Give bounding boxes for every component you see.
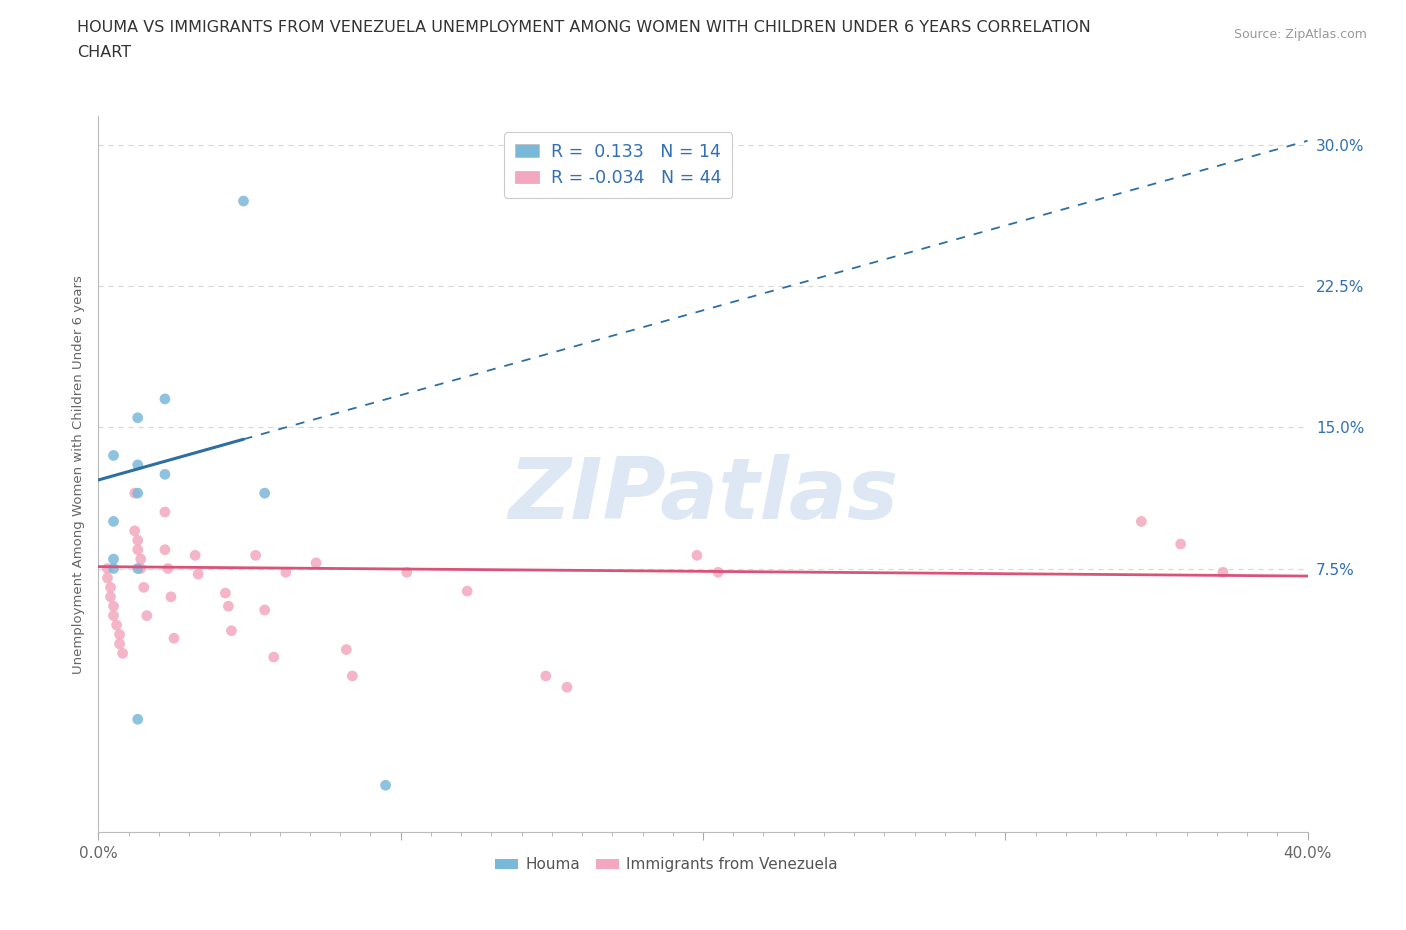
Point: [124, 524, 146, 538]
Point: [127, 561, 149, 576]
Point: [274, 565, 297, 579]
Point: [103, 561, 125, 576]
Point: [129, 561, 152, 576]
Text: HOUMA VS IMMIGRANTS FROM VENEZUELA UNEMPLOYMENT AMONG WOMEN WITH CHILDREN UNDER : HOUMA VS IMMIGRANTS FROM VENEZUELA UNEMP…: [77, 20, 1091, 35]
Point: [100, 580, 122, 595]
Point: [707, 565, 730, 579]
Point: [124, 485, 146, 500]
Point: [153, 392, 176, 406]
Point: [253, 603, 276, 618]
Point: [217, 599, 239, 614]
Point: [245, 548, 267, 563]
Point: [129, 551, 152, 566]
Point: [127, 711, 149, 726]
Point: [127, 485, 149, 500]
Point: [534, 669, 557, 684]
Text: ZIPatlas: ZIPatlas: [508, 454, 898, 538]
Point: [108, 627, 131, 642]
Point: [100, 590, 122, 604]
Point: [686, 548, 709, 563]
Point: [132, 580, 155, 595]
Point: [103, 514, 125, 529]
Point: [395, 565, 418, 579]
Point: [105, 618, 128, 632]
Point: [232, 193, 254, 208]
Point: [305, 555, 328, 570]
Point: [1170, 537, 1192, 551]
Point: [214, 586, 236, 601]
Point: [127, 410, 149, 425]
Legend: Houma, Immigrants from Venezuela: Houma, Immigrants from Venezuela: [489, 851, 844, 879]
Point: [163, 631, 186, 645]
Point: [96, 570, 118, 585]
Point: [153, 542, 176, 557]
Point: [555, 680, 578, 695]
Point: [103, 551, 125, 566]
Point: [187, 566, 209, 581]
Point: [156, 561, 179, 576]
Point: [153, 467, 176, 482]
Point: [153, 505, 176, 520]
Point: [96, 561, 118, 576]
Text: CHART: CHART: [77, 45, 131, 60]
Point: [221, 623, 243, 638]
Point: [374, 777, 396, 792]
Point: [135, 608, 157, 623]
Point: [103, 599, 125, 614]
Point: [111, 646, 134, 661]
Point: [127, 458, 149, 472]
Point: [127, 533, 149, 548]
Point: [184, 548, 207, 563]
Point: [253, 485, 276, 500]
Point: [103, 448, 125, 463]
Y-axis label: Unemployment Among Women with Children Under 6 years: Unemployment Among Women with Children U…: [72, 275, 86, 673]
Text: Source: ZipAtlas.com: Source: ZipAtlas.com: [1233, 28, 1367, 41]
Point: [127, 542, 149, 557]
Point: [456, 584, 478, 599]
Point: [1130, 514, 1153, 529]
Point: [263, 650, 285, 665]
Point: [103, 608, 125, 623]
Point: [160, 590, 183, 604]
Point: [335, 642, 357, 657]
Point: [342, 669, 364, 684]
Point: [108, 636, 131, 651]
Point: [1212, 565, 1234, 579]
